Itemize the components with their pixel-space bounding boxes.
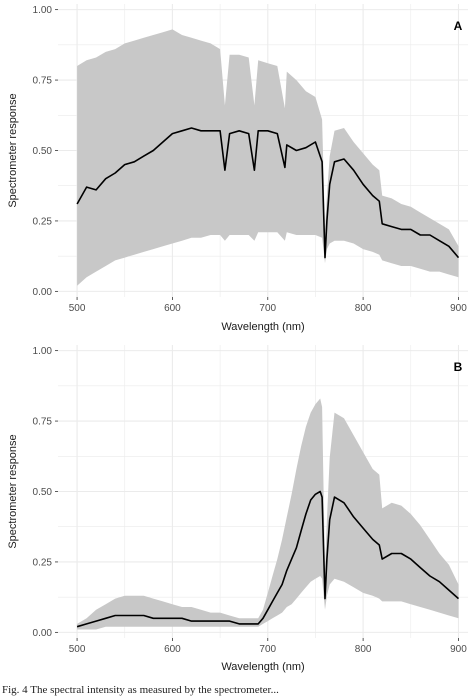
mean-line (76, 127, 460, 259)
y-axis-title: Spectrometer response (7, 93, 19, 207)
x-tick-label: 900 (450, 644, 467, 655)
y-tick-label: 0.00 (33, 287, 53, 298)
x-tick-label: 700 (259, 644, 276, 655)
y-tick-label: 0.75 (33, 417, 53, 428)
y-tick-label: 0.00 (33, 628, 53, 639)
panel-label: B (454, 360, 463, 374)
x-axis-title: Wavelength (nm) (221, 661, 304, 673)
x-tick-label: 500 (69, 644, 86, 655)
chart-panel-a: 500 600 700 800 900 0.00 0.25 0.50 0.75 1.00 Wavel… (7, 4, 468, 333)
y-tick-label: 0.25 (33, 557, 53, 568)
x-axis-title: Wavelength (nm) (221, 321, 304, 333)
x-tick-label: 500 (69, 303, 86, 314)
y-tick-label: 0.50 (33, 146, 53, 157)
chart-panel-b: 500 600 700 800 900 0.00 0.25 0.50 0.75 1.00 Wavel… (7, 345, 468, 673)
y-tick-label: 1.00 (33, 5, 53, 16)
x-tick-label: 800 (355, 644, 372, 655)
ribbon-band (77, 398, 459, 630)
y-tick-label: 1.00 (33, 346, 53, 357)
ribbon-band (77, 29, 459, 286)
x-tick-label: 600 (164, 644, 181, 655)
x-tick-label: 800 (355, 303, 372, 314)
y-axis-title: Spectrometer response (7, 434, 19, 548)
y-tick-label: 0.75 (33, 76, 53, 87)
y-tick-label: 0.50 (33, 487, 53, 498)
y-tick-label: 0.25 (33, 216, 53, 227)
figure-caption: Fig. 4 The spectral intensity as measure… (2, 684, 279, 696)
x-tick-label: 900 (450, 303, 467, 314)
x-tick-label: 600 (164, 303, 181, 314)
x-tick-label: 700 (259, 303, 276, 314)
panel-label: A (454, 19, 463, 33)
mean-line (76, 490, 460, 628)
